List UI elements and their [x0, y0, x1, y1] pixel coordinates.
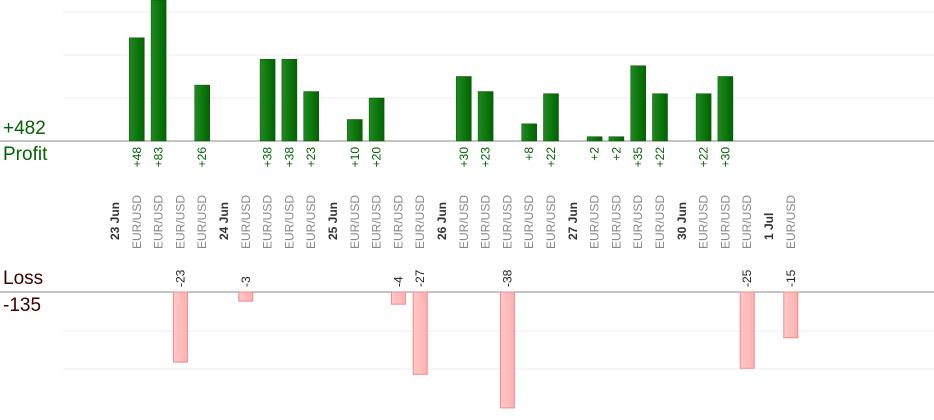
profit-value-label: +48: [130, 147, 144, 168]
loss-bar: [172, 291, 188, 363]
profit-bar: [368, 97, 385, 142]
profit-bar: [194, 84, 210, 142]
profit-bar: [521, 123, 537, 142]
date-label: 24 Jun: [217, 202, 231, 240]
instrument-label: EUR/USD: [173, 195, 187, 249]
instrument-label: EUR/USD: [500, 195, 514, 249]
profit-value-label: +38: [282, 147, 296, 168]
loss-bar: [499, 291, 515, 409]
profit-value-label: +8: [522, 147, 536, 161]
profit-bar: [477, 91, 494, 142]
instrument-label: EUR/USD: [544, 195, 558, 249]
instrument-label: EUR/USD: [479, 195, 493, 249]
instrument-label: EUR/USD: [457, 195, 471, 249]
instrument-label: EUR/USD: [718, 195, 732, 249]
loss-total: -135: [3, 295, 42, 316]
loss-value-label: -38: [500, 269, 514, 287]
instrument-label: EUR/USD: [413, 195, 427, 249]
profit-value-label: +30: [457, 147, 471, 168]
date-label: 26 Jun: [435, 202, 449, 240]
profit-value-label: +22: [544, 147, 558, 168]
profit-value-label: +2: [588, 147, 602, 161]
profit-value-label: +22: [697, 147, 711, 168]
instrument-label: EUR/USD: [304, 195, 318, 249]
profit-value-label: +2: [609, 147, 623, 161]
profit-value-label: +23: [479, 147, 493, 168]
profit-bar: [303, 91, 319, 142]
loss-value-label: -3: [239, 276, 253, 287]
instrument-label: EUR/USD: [609, 195, 623, 249]
date-label: 25 Jun: [326, 202, 340, 240]
loss-value-label: -15: [784, 269, 798, 287]
profit-value-label: +23: [304, 147, 318, 168]
profit-value-label: +35: [631, 147, 645, 168]
profit-total: +482: [3, 118, 46, 139]
date-label: 27 Jun: [566, 202, 580, 240]
instrument-label: EUR/USD: [239, 195, 253, 249]
instrument-label: EUR/USD: [261, 195, 275, 249]
profit-value-label: +22: [653, 147, 667, 168]
profit-bar: [281, 59, 298, 142]
instrument-label: EUR/USD: [588, 195, 602, 249]
date-label: 30 Jun: [675, 202, 689, 240]
instrument-label: EUR/USD: [631, 195, 645, 249]
profit-bar: [608, 136, 625, 142]
instrument-label: EUR/USD: [370, 195, 384, 249]
profit-bar: [150, 0, 167, 142]
loss-bar: [390, 291, 406, 305]
profit-value-label: +38: [261, 147, 275, 168]
instrument-label: EUR/USD: [740, 195, 754, 249]
profit-value-label: +20: [370, 147, 384, 168]
profit-bar: [652, 93, 668, 142]
profit-bar: [129, 37, 145, 142]
profit-label: Profit: [3, 144, 48, 165]
date-label: 1 Jul: [762, 213, 776, 240]
instrument-label: EUR/USD: [784, 195, 798, 249]
profit-bar: [259, 59, 276, 142]
profit-bar: [347, 119, 363, 142]
instrument-label: EUR/USD: [391, 195, 405, 249]
profit-bar: [586, 136, 603, 142]
instrument-label: EUR/USD: [282, 195, 296, 249]
date-label: 23 Jun: [108, 202, 122, 240]
loss-value-label: -23: [173, 269, 187, 287]
loss-value-label: -27: [413, 269, 427, 287]
loss-value-label: -4: [391, 276, 405, 287]
loss-bar: [783, 291, 799, 339]
instrument-label: EUR/USD: [195, 195, 209, 249]
loss-bar: [739, 291, 755, 369]
loss-bar: [412, 291, 428, 375]
profit-value-label: +26: [195, 147, 209, 168]
profit-bar: [717, 76, 734, 142]
profit-bar: [630, 65, 646, 142]
loss-value-label: -25: [740, 269, 754, 287]
profit-bar: [543, 93, 559, 142]
profit-value-label: +30: [718, 147, 732, 168]
instrument-label: EUR/USD: [348, 195, 362, 249]
profit-value-label: +10: [348, 147, 362, 168]
instrument-label: EUR/USD: [130, 195, 144, 249]
loss-bar: [238, 291, 254, 302]
profit-bar: [456, 76, 472, 142]
instrument-label: EUR/USD: [522, 195, 536, 249]
instrument-label: EUR/USD: [152, 195, 166, 249]
profit-bar: [695, 93, 712, 142]
profit-value-label: +83: [152, 147, 166, 168]
loss-label: Loss: [3, 268, 44, 289]
instrument-label: EUR/USD: [653, 195, 667, 249]
instrument-label: EUR/USD: [697, 195, 711, 249]
